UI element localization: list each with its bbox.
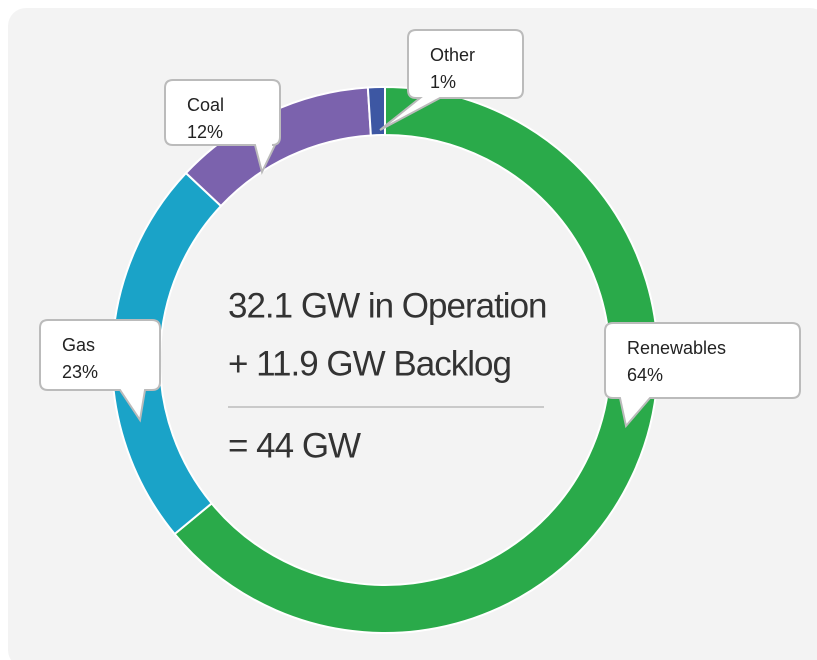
category-label: Coal xyxy=(187,95,224,115)
center-text: 32.1 GW in Operation xyxy=(228,286,547,325)
callout-box xyxy=(164,79,281,175)
callout-box xyxy=(379,29,524,131)
callout-box xyxy=(604,322,801,429)
value-label: 12% xyxy=(187,122,223,142)
donut-slice xyxy=(173,85,659,634)
category-label: Other xyxy=(430,45,475,65)
category-label: Gas xyxy=(62,335,95,355)
value-label: 64% xyxy=(627,365,663,385)
center-text: = 44 GW xyxy=(228,426,361,465)
category-label: Renewables xyxy=(627,338,726,358)
value-label: 23% xyxy=(62,362,98,382)
callout-box xyxy=(39,319,161,423)
donut-slice xyxy=(366,85,386,137)
center-text: + 11.9 GW Backlog xyxy=(228,344,511,383)
value-label: 1% xyxy=(430,72,456,92)
